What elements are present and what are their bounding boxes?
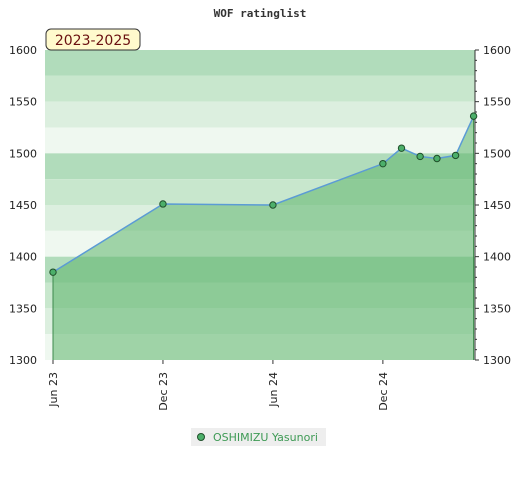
y-tick-label-right: 1400	[483, 251, 511, 264]
data-point	[49, 268, 57, 276]
x-tick-label: Dec 24	[377, 372, 390, 411]
season-label: 2023-2025	[55, 33, 131, 49]
data-point	[433, 154, 441, 163]
y-tick-label-left: 1450	[9, 199, 37, 212]
y-tick-label-left: 1350	[9, 302, 37, 315]
y-tick-label-right: 1500	[483, 147, 511, 160]
y-tick-label-left: 1500	[9, 147, 37, 160]
season-badge: 2023-2025	[45, 28, 141, 51]
rating-band	[45, 127, 475, 154]
y-tick-label-left: 1300	[9, 354, 37, 367]
rating-band	[45, 101, 475, 128]
rating-band	[45, 75, 475, 102]
data-point	[379, 159, 387, 168]
series-area-fill	[53, 116, 474, 360]
chart-title: WOF ratinglist	[214, 7, 307, 20]
y-axis-left: 1300 1350 1400 1450 1500 1550 1600	[9, 44, 37, 367]
y-tick-label-left: 1600	[9, 44, 37, 57]
x-tick-label: Jun 24	[267, 372, 280, 408]
data-point	[269, 201, 277, 209]
data-point	[159, 200, 167, 208]
data-point	[451, 151, 460, 160]
x-tick-label: Dec 23	[157, 372, 170, 411]
chart-legend: OSHIMIZU Yasunori	[191, 428, 326, 446]
y-tick-label-left: 1550	[9, 96, 37, 109]
legend-marker-icon	[197, 433, 205, 441]
y-tick-label-right: 1600	[483, 44, 511, 57]
y-axis-right: 1300 1350 1400 1450 1500 1550 1600	[474, 44, 511, 367]
data-point	[469, 112, 478, 120]
y-tick-label-right: 1300	[483, 354, 511, 367]
y-tick-label-right: 1350	[483, 302, 511, 315]
legend-series-name: OSHIMIZU Yasunori	[213, 430, 318, 444]
data-point	[416, 152, 424, 161]
rating-band	[45, 50, 475, 76]
y-tick-label-right: 1450	[483, 199, 511, 212]
y-tick-label-left: 1400	[9, 251, 37, 264]
data-point	[397, 144, 406, 152]
rating-points	[49, 112, 478, 276]
x-axis: Jun 23 Dec 23 Jun 24 Dec 24	[47, 360, 390, 411]
y-tick-label-right: 1550	[483, 96, 511, 109]
x-tick-label: Jun 23	[47, 372, 60, 408]
